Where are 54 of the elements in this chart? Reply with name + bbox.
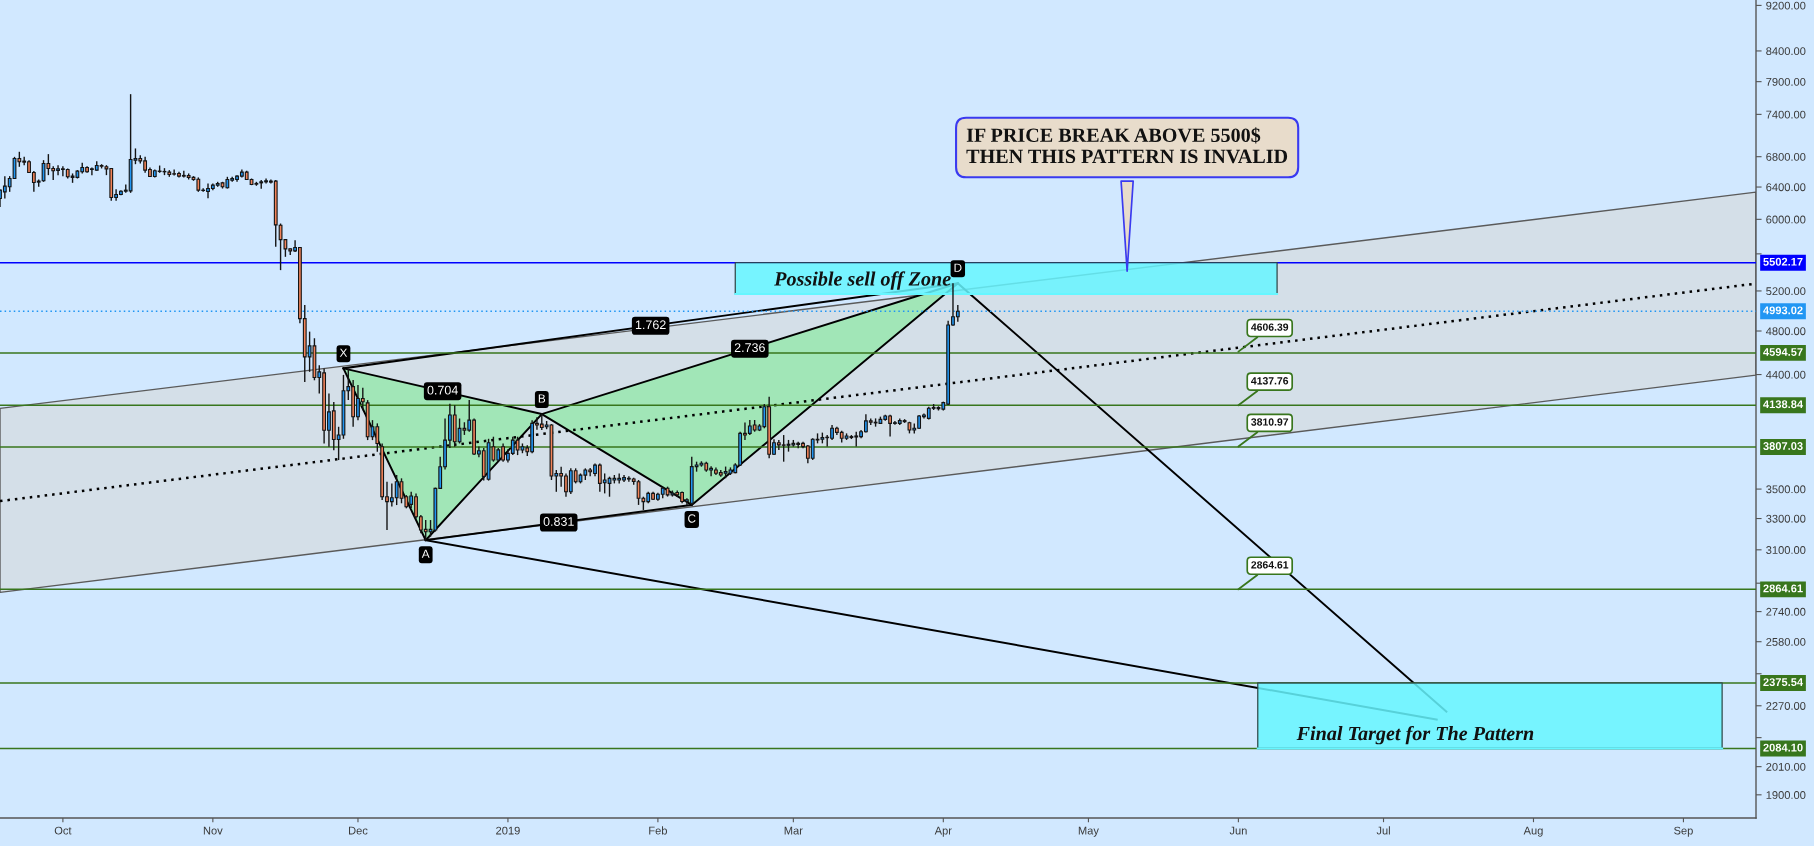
annotation: 4137.76 xyxy=(1251,377,1289,385)
data-label: X xyxy=(339,348,348,357)
x-tick-label: Feb xyxy=(649,826,667,835)
y-tick-label: 2740.00 xyxy=(1766,607,1806,616)
ref-line-label: 4594.57 xyxy=(1763,348,1803,356)
annotation: 3810.97 xyxy=(1251,418,1289,426)
y-tick-label: 7400.00 xyxy=(1766,110,1806,119)
annotation: IF PRICE BREAK ABOVE 5500$ THEN THIS PATTERN IS INVALID xyxy=(966,127,1288,164)
x-tick-label: Apr xyxy=(934,826,952,837)
x-tick-label: Jul xyxy=(1376,826,1390,835)
x-tick-label: 2019 xyxy=(496,826,520,835)
data-label: B xyxy=(538,394,546,403)
ref-line-label: 3807.03 xyxy=(1763,442,1803,450)
x-tick-label: Mar xyxy=(784,826,803,835)
x-tick-label: Nov xyxy=(203,826,223,835)
x-tick-label: Jun xyxy=(1229,826,1247,835)
y-tick-label: 2270.00 xyxy=(1766,702,1806,710)
y-tick-label: 5200.00 xyxy=(1766,287,1806,296)
ref-line-label: 2084.10 xyxy=(1763,743,1803,752)
x-tick-label: Dec xyxy=(349,826,368,835)
data-label: D xyxy=(954,263,962,272)
y-tick-label: 4400.00 xyxy=(1765,370,1806,379)
data-label: C xyxy=(688,514,696,523)
x-tick-label: Oct xyxy=(54,826,72,835)
annotation: 2864.61 xyxy=(1251,561,1289,569)
y-tick-label: 8400.00 xyxy=(1766,47,1806,56)
y-tick-label: 1900.00 xyxy=(1766,791,1806,799)
x-tick-label: Sep xyxy=(1674,826,1693,837)
y-tick-label: 2580.00 xyxy=(1766,637,1806,646)
y-tick-label: 6400.00 xyxy=(1766,183,1806,192)
annotation: 4606.39 xyxy=(1251,323,1289,331)
y-tick-label: 6000.00 xyxy=(1766,215,1806,224)
annotation: Possible sell off Zone xyxy=(774,271,951,290)
x-tick-label: Aug xyxy=(1523,826,1543,837)
data-label: A xyxy=(421,549,430,558)
y-tick-label: 3100.00 xyxy=(1766,546,1806,554)
ref-line-label: 2864.61 xyxy=(1763,584,1803,593)
series-label: 2.736 xyxy=(734,343,765,353)
y-tick-label: 6800.00 xyxy=(1766,152,1806,161)
y-tick-label: 4800.00 xyxy=(1765,327,1806,336)
series-label: 1.762 xyxy=(635,320,666,330)
ref-line-label: 2375.54 xyxy=(1763,678,1804,687)
y-tick-label: 9200.00 xyxy=(1766,1,1806,10)
series-label: 0.831 xyxy=(543,517,574,526)
annotation: Final Target for The Pattern xyxy=(1296,725,1534,745)
ref-line-label: 4138.84 xyxy=(1763,400,1804,409)
y-tick-label: 2010.00 xyxy=(1766,762,1806,771)
series-label: 0.704 xyxy=(427,385,458,395)
y-tick-label: 3300.00 xyxy=(1766,514,1806,523)
ref-line-label: 4993.02 xyxy=(1763,306,1803,315)
y-tick-label: 3500.00 xyxy=(1766,485,1806,494)
y-tick-label: 7900.00 xyxy=(1766,77,1806,86)
ref-line-label: 5502.17 xyxy=(1763,257,1803,266)
x-tick-label: May xyxy=(1078,826,1099,837)
